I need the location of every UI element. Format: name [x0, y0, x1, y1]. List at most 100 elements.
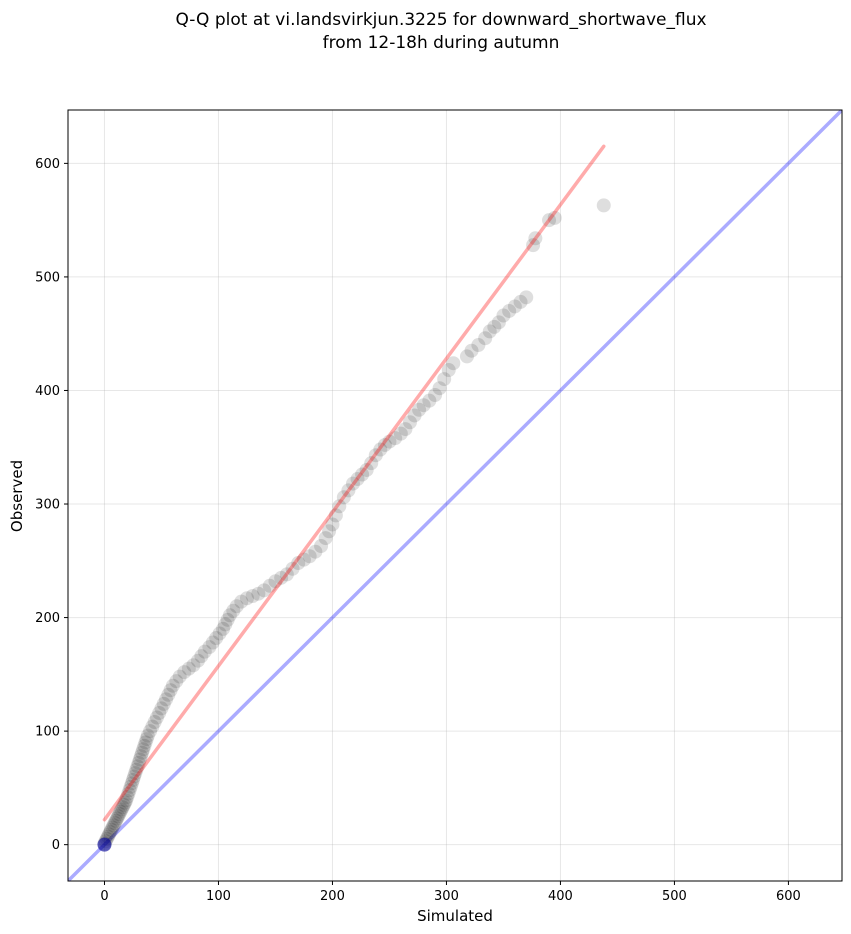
y-tick-label: 500	[35, 270, 60, 285]
data-point	[202, 640, 217, 655]
data-point	[596, 198, 611, 213]
data-point	[122, 783, 137, 798]
data-point	[156, 696, 171, 711]
data-point	[332, 499, 347, 514]
data-point	[147, 715, 162, 730]
data-point	[103, 825, 118, 840]
data-point	[336, 490, 351, 505]
data-point	[104, 822, 119, 837]
data-point	[542, 213, 557, 228]
x-tick-label: 0	[100, 889, 108, 904]
data-point	[145, 719, 160, 734]
data-point	[172, 669, 187, 684]
data-point	[251, 586, 266, 601]
data-point	[140, 728, 155, 743]
y-tick-label: 600	[35, 157, 60, 172]
data-point	[124, 776, 139, 791]
data-point	[412, 402, 427, 417]
data-point	[161, 687, 176, 702]
data-point	[318, 531, 333, 546]
data-point	[121, 786, 136, 801]
data-point	[120, 789, 135, 804]
data-point	[308, 544, 323, 559]
data-point	[133, 749, 148, 764]
data-point	[437, 372, 452, 387]
data-point	[325, 517, 340, 532]
data-point	[355, 467, 370, 482]
data-point	[159, 692, 174, 707]
data-point	[285, 561, 300, 576]
data-point	[212, 626, 227, 641]
x-tick-label: 200	[320, 889, 345, 904]
data-point	[113, 804, 128, 819]
y-tick-label: 100	[35, 725, 60, 740]
plot-frame	[67, 109, 843, 882]
y-axis-label: Observed	[8, 460, 26, 532]
data-point	[345, 476, 360, 491]
x-tick-label: 500	[662, 889, 687, 904]
data-point	[507, 299, 522, 314]
data-point	[112, 807, 127, 822]
data-point	[220, 612, 235, 627]
data-point	[459, 349, 474, 364]
data-point	[132, 752, 147, 767]
data-point	[216, 621, 231, 636]
data-point	[314, 539, 329, 554]
data-point	[296, 552, 311, 567]
identity-line	[68, 110, 842, 881]
data-point	[547, 210, 562, 225]
data-point	[218, 617, 233, 632]
data-point	[239, 591, 254, 606]
data-point	[364, 456, 379, 471]
data-point	[186, 658, 201, 673]
data-point	[257, 583, 272, 598]
y-tick-label: 0	[52, 838, 60, 853]
data-point	[129, 762, 144, 777]
data-point	[487, 319, 502, 334]
data-point	[108, 813, 123, 828]
data-point	[350, 472, 365, 487]
data-point	[111, 809, 126, 824]
data-point	[190, 653, 205, 668]
data-point	[169, 674, 184, 689]
data-point	[107, 816, 122, 831]
data-point	[128, 766, 143, 781]
x-axis-label: Simulated	[417, 907, 493, 925]
data-point	[119, 793, 134, 808]
data-point	[130, 759, 145, 774]
data-point	[478, 331, 493, 346]
data-point	[149, 710, 164, 725]
data-point	[373, 442, 388, 457]
data-point	[152, 705, 167, 720]
data-point	[393, 426, 408, 441]
data-point	[519, 290, 534, 305]
data-point	[528, 231, 543, 246]
data-point	[143, 724, 158, 739]
data-point	[388, 431, 403, 446]
data-point	[471, 338, 486, 353]
data-point	[205, 635, 220, 650]
chart-title-line2: from 12-18h during autumn	[323, 33, 560, 53]
data-point	[136, 742, 151, 757]
data-point	[154, 701, 169, 716]
data-point	[279, 567, 294, 582]
data-point	[368, 448, 383, 463]
x-tick-label: 300	[434, 889, 459, 904]
data-point	[222, 608, 237, 623]
data-point	[268, 574, 283, 589]
data-point	[194, 649, 209, 664]
data-point	[115, 800, 130, 815]
data-point	[110, 811, 125, 826]
chart-title-line1: Q-Q plot at vi.landsvirkjun.3225 for dow…	[175, 10, 706, 30]
data-point	[402, 415, 417, 430]
data-point	[165, 678, 180, 693]
y-tick-label: 400	[35, 384, 60, 399]
data-point	[496, 308, 511, 323]
data-point	[197, 644, 212, 659]
y-tick-label: 200	[35, 611, 60, 626]
data-point	[116, 797, 131, 812]
data-point	[138, 735, 153, 750]
data-point	[416, 398, 431, 413]
data-point	[135, 745, 150, 760]
data-point	[131, 755, 146, 770]
